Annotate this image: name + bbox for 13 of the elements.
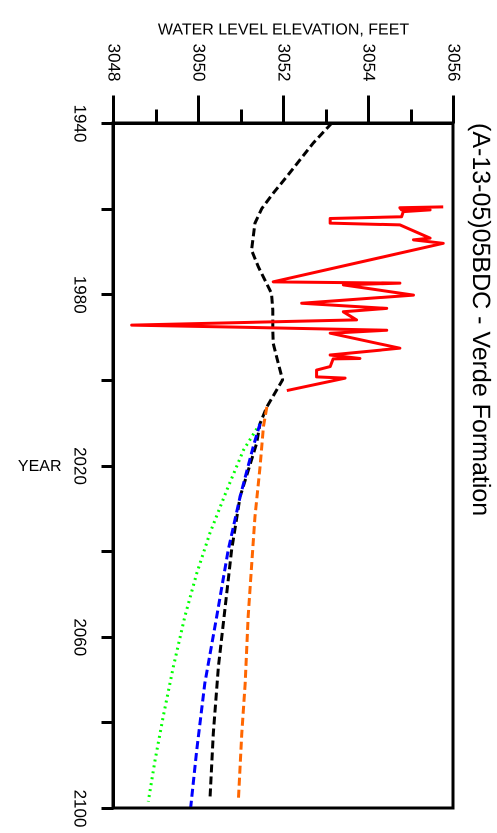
x-tick-label: 3056	[444, 44, 464, 82]
y-tick-label: 1980	[70, 276, 90, 314]
x-axis-title: WATER LEVEL ELEVATION, FEET	[158, 22, 410, 39]
y-tick-label: 2020	[70, 447, 90, 485]
y-axis-title: YEAR	[18, 458, 62, 475]
x-tick-label: 3052	[274, 44, 294, 82]
y-tick-label: 2100	[70, 790, 90, 828]
x-tick-label: 3050	[190, 44, 208, 82]
text: (A-13-05)05BDC - Verde Formation	[467, 123, 495, 516]
y-tick-label: 2060	[70, 618, 90, 656]
x-tick-label: 3054	[360, 44, 378, 82]
y-tick-label: 1940	[70, 104, 90, 142]
x-tick-label: 3048	[104, 44, 124, 82]
